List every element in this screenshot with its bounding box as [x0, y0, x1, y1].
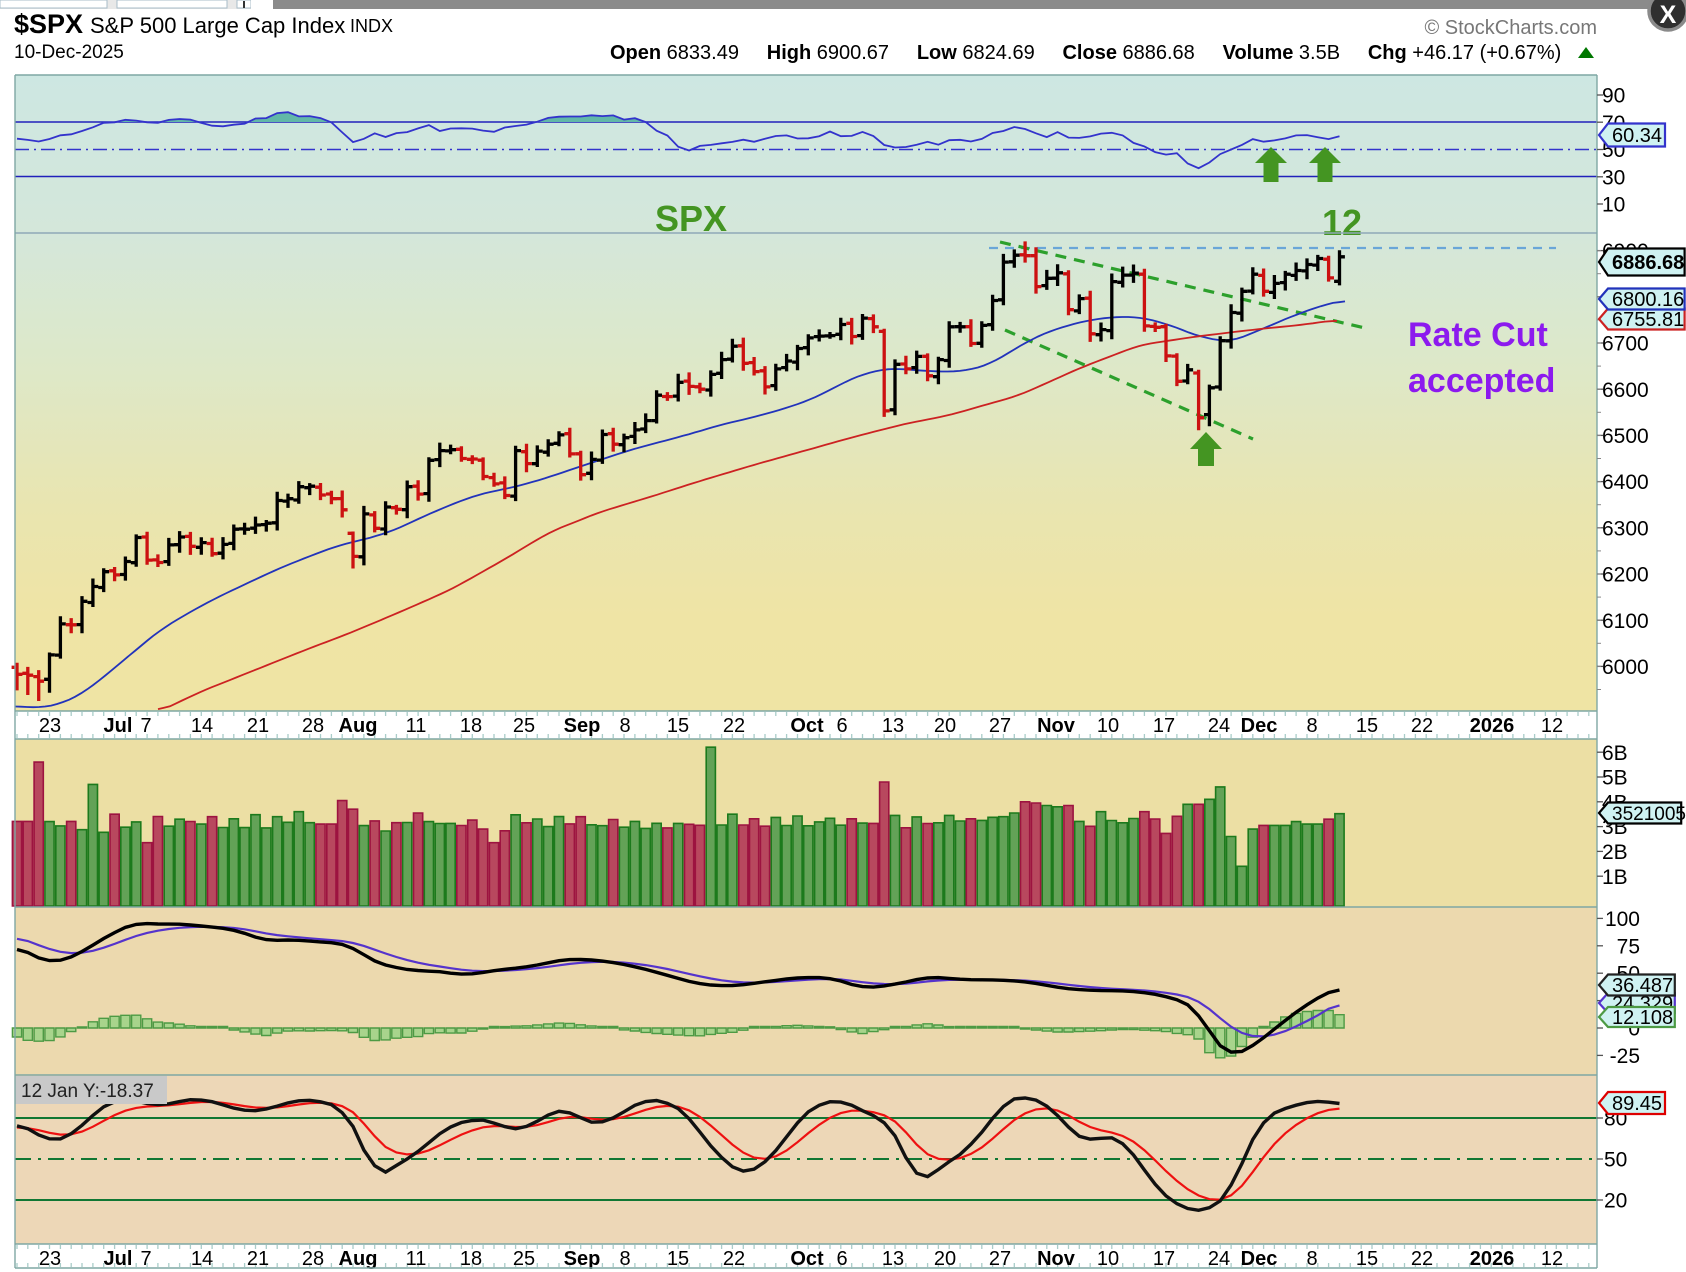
svg-text:6500: 6500 [1602, 425, 1649, 448]
svg-text:12: 12 [1541, 715, 1563, 737]
svg-text:30: 30 [1602, 166, 1625, 189]
svg-text:11: 11 [406, 1248, 427, 1270]
svg-text:11: 11 [406, 715, 427, 737]
svg-text:S&P 500 Large Cap Index: S&P 500 Large Cap Index [90, 13, 345, 38]
svg-text:3521005: 3521005 [1612, 804, 1686, 825]
svg-text:6400: 6400 [1602, 471, 1649, 494]
svg-text:28: 28 [302, 1248, 324, 1270]
svg-text:0: 0 [1628, 1018, 1640, 1041]
svg-text:8: 8 [1306, 715, 1317, 737]
svg-text:10: 10 [1097, 1248, 1119, 1270]
svg-text:18: 18 [460, 1248, 482, 1270]
svg-text:Oct: Oct [790, 715, 824, 737]
svg-text:28: 28 [302, 715, 324, 737]
svg-text:24: 24 [1208, 715, 1230, 737]
svg-text:25: 25 [513, 715, 535, 737]
svg-text:10-Dec-2025: 10-Dec-2025 [14, 42, 124, 63]
svg-text:© StockCharts.com: © StockCharts.com [1424, 17, 1597, 39]
svg-text:6300: 6300 [1602, 517, 1649, 540]
svg-text:50: 50 [1604, 1149, 1627, 1172]
svg-text:25: 25 [513, 1248, 535, 1270]
svg-text:22: 22 [1411, 715, 1433, 737]
svg-text:12: 12 [1322, 202, 1362, 243]
svg-text:60.34: 60.34 [1612, 125, 1662, 147]
svg-text:22: 22 [723, 715, 745, 737]
svg-text:21: 21 [247, 715, 269, 737]
svg-text:INDX: INDX [350, 16, 393, 36]
svg-text:5B: 5B [1602, 767, 1628, 790]
svg-text:22: 22 [1411, 1248, 1433, 1270]
svg-text:Oct: Oct [790, 1248, 824, 1270]
svg-text:7: 7 [140, 1248, 151, 1270]
svg-text:17: 17 [1153, 715, 1175, 737]
svg-text:Dec: Dec [1241, 715, 1278, 737]
svg-text:Jul: Jul [104, 1248, 133, 1270]
svg-text:15: 15 [667, 1248, 689, 1270]
svg-text:15: 15 [1356, 715, 1378, 737]
svg-text:14: 14 [191, 1248, 213, 1270]
svg-text:12 Jan Y:-18.37: 12 Jan Y:-18.37 [21, 1081, 154, 1102]
svg-text:Sep: Sep [564, 715, 601, 737]
svg-text:6886.68: 6886.68 [1612, 252, 1684, 274]
svg-text:15: 15 [1356, 1248, 1378, 1270]
svg-text:27: 27 [989, 715, 1011, 737]
svg-text:20: 20 [1604, 1190, 1627, 1213]
svg-text:2B: 2B [1602, 841, 1628, 864]
svg-text:1B: 1B [1602, 866, 1628, 889]
svg-text:accepted: accepted [1408, 362, 1555, 400]
svg-text:Aug: Aug [339, 715, 378, 737]
svg-text:89.45: 89.45 [1612, 1093, 1662, 1115]
svg-text:12.108: 12.108 [1612, 1007, 1673, 1029]
svg-text:7: 7 [140, 715, 151, 737]
svg-text:Nov: Nov [1037, 715, 1076, 737]
svg-text:$SPX: $SPX [14, 9, 83, 39]
svg-text:6B: 6B [1602, 742, 1628, 765]
svg-text:6000: 6000 [1602, 656, 1649, 679]
svg-text:15: 15 [667, 715, 689, 737]
svg-text:18: 18 [460, 715, 482, 737]
svg-text:21: 21 [247, 1248, 269, 1270]
svg-text:Aug: Aug [339, 1248, 378, 1270]
svg-text:Nov: Nov [1037, 1248, 1076, 1270]
svg-text:100: 100 [1605, 908, 1640, 931]
svg-text:Sep: Sep [564, 1248, 601, 1270]
svg-text:X: X [1660, 1, 1677, 29]
svg-text:SPX: SPX [655, 198, 727, 239]
svg-text:13: 13 [882, 1248, 904, 1270]
svg-text:6755.81: 6755.81 [1612, 309, 1684, 331]
svg-text:23: 23 [39, 715, 61, 737]
svg-text:6100: 6100 [1602, 610, 1649, 633]
svg-text:6200: 6200 [1602, 564, 1649, 587]
svg-text:90: 90 [1602, 85, 1625, 108]
svg-text:-25: -25 [1610, 1045, 1640, 1068]
svg-text:12: 12 [1541, 1248, 1563, 1270]
svg-text:24: 24 [1208, 1248, 1230, 1270]
svg-text:27: 27 [989, 1248, 1011, 1270]
svg-text:10: 10 [1602, 194, 1625, 217]
svg-text:20: 20 [934, 1248, 956, 1270]
svg-text:Dec: Dec [1241, 1248, 1278, 1270]
svg-text:10: 10 [1097, 715, 1119, 737]
svg-text:23: 23 [39, 1248, 61, 1270]
svg-text:6600: 6600 [1602, 379, 1649, 402]
svg-text:Jul: Jul [104, 715, 133, 737]
svg-text:6: 6 [836, 715, 847, 737]
svg-text:Open 6833.49 High 6900.67: Open 6833.49 High 6900.67 Low 6824.69 Cl… [610, 42, 1589, 64]
svg-text:13: 13 [882, 715, 904, 737]
svg-text:36.487: 36.487 [1612, 975, 1673, 997]
svg-text:22: 22 [723, 1248, 745, 1270]
svg-text:2026: 2026 [1470, 715, 1515, 737]
svg-text:Rate Cut: Rate Cut [1408, 316, 1548, 354]
svg-text:20: 20 [934, 715, 956, 737]
svg-text:8: 8 [619, 1248, 630, 1270]
svg-text:75: 75 [1617, 935, 1640, 958]
svg-text:2026: 2026 [1470, 1248, 1515, 1270]
svg-text:6: 6 [836, 1248, 847, 1270]
svg-text:8: 8 [619, 715, 630, 737]
svg-text:6700: 6700 [1602, 333, 1649, 356]
svg-text:8: 8 [1306, 1248, 1317, 1270]
svg-text:17: 17 [1153, 1248, 1175, 1270]
svg-text:6800.16: 6800.16 [1612, 289, 1684, 311]
svg-text:14: 14 [191, 715, 213, 737]
